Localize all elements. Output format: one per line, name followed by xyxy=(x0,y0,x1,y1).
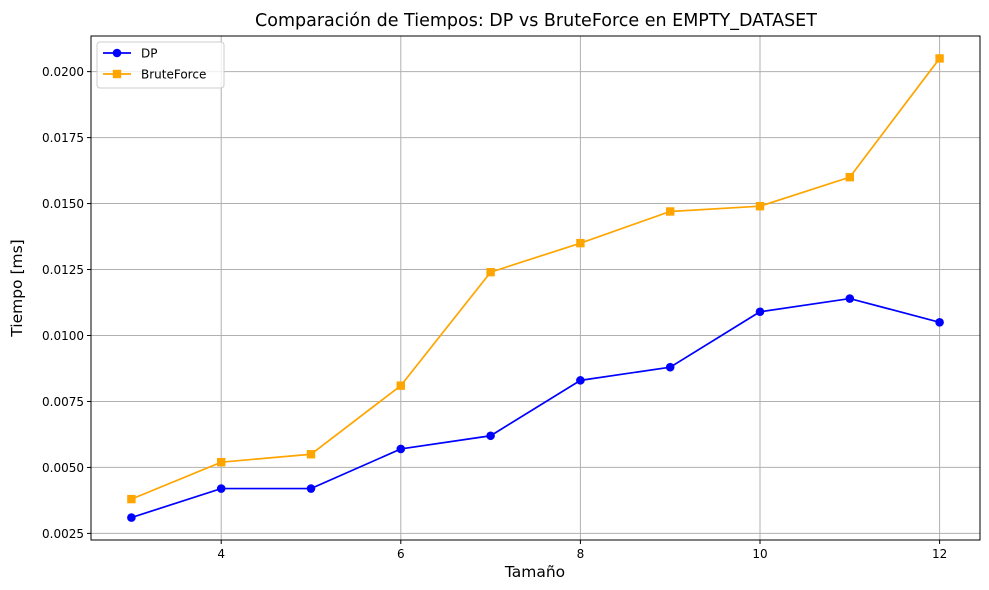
x-tick-label: 12 xyxy=(932,547,947,561)
series-line-dp xyxy=(131,297,940,519)
y-tick-label: 0.0075 xyxy=(42,395,84,409)
data-point-bruteforce xyxy=(665,207,675,216)
data-point-bruteforce xyxy=(486,267,495,277)
series-bruteforce xyxy=(127,54,944,504)
data-point-dp xyxy=(576,376,585,385)
x-axis-label: Tamaño xyxy=(504,563,565,581)
y-tick-label: 0.0100 xyxy=(42,329,84,343)
y-axis-label: Tiempo [ms] xyxy=(8,239,26,337)
data-point-bruteforce xyxy=(755,201,765,211)
y-tick-label: 0.0025 xyxy=(42,527,84,541)
data-point-bruteforce xyxy=(127,494,136,504)
x-axis: 4 6 8 10 12 xyxy=(217,540,947,561)
plot-frame xyxy=(90,35,981,541)
y-tick-label: 0.0050 xyxy=(42,461,84,475)
series-layer xyxy=(127,54,944,522)
legend-label-bruteforce: BruteForce xyxy=(141,68,206,82)
y-tick-label: 0.0175 xyxy=(42,131,84,145)
data-point-dp xyxy=(845,294,855,303)
y-tick-label: 0.0125 xyxy=(42,263,84,277)
data-point-dp xyxy=(306,484,316,493)
data-point-bruteforce xyxy=(935,54,944,63)
x-tick-label: 6 xyxy=(397,547,405,561)
legend: DP BruteForce xyxy=(96,41,225,89)
data-point-dp xyxy=(216,484,226,493)
x-tick-label: 4 xyxy=(217,547,225,561)
data-point-dp xyxy=(127,513,136,522)
legend-marker-dp xyxy=(112,48,122,58)
data-point-dp xyxy=(935,318,944,327)
data-point-bruteforce xyxy=(306,450,316,459)
series-line-bruteforce xyxy=(131,57,941,500)
series-dp xyxy=(127,294,944,522)
x-tick-label: 8 xyxy=(577,547,585,561)
data-point-bruteforce xyxy=(217,457,226,467)
data-point-dp xyxy=(665,362,675,372)
y-tick-label: 0.0200 xyxy=(42,65,84,79)
legend-label-dp: DP xyxy=(141,47,157,61)
data-point-dp xyxy=(396,444,406,454)
chart-title: Comparación de Tiempos: DP vs BruteForce… xyxy=(255,11,817,31)
y-axis: 0.0025 0.0050 0.0075 0.0100 0.0125 0.0150 0.01… xyxy=(42,65,91,541)
data-point-bruteforce xyxy=(845,172,854,182)
grid-lines xyxy=(91,36,980,540)
x-tick-label: 10 xyxy=(752,547,767,561)
data-point-bruteforce xyxy=(576,238,585,248)
data-point-bruteforce xyxy=(396,381,406,390)
y-tick-label: 0.0150 xyxy=(42,197,84,211)
data-point-dp xyxy=(755,307,765,317)
data-point-dp xyxy=(486,431,495,441)
legend-marker-bruteforce xyxy=(112,69,122,79)
